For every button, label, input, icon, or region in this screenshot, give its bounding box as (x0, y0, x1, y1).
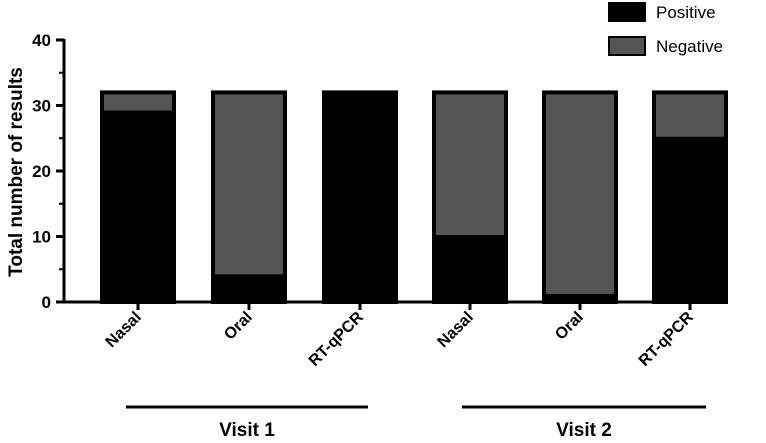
bar-positive-1 (100, 110, 176, 304)
x-tick-label: Nasal (435, 309, 477, 351)
group-label: Visit 2 (556, 420, 612, 441)
y-axis-title: Total number of results (6, 67, 27, 277)
y-axis: 0 10 20 30 40 (32, 31, 66, 312)
group-brackets: Visit 1 Visit 2 (126, 405, 706, 441)
legend-label: Positive (656, 3, 716, 22)
y-tick-label: 10 (32, 228, 51, 247)
legend-swatch-positive (608, 2, 646, 22)
bar-negative-1 (100, 90, 176, 114)
x-tick-label: Oral (221, 309, 256, 344)
group-label: Visit 1 (219, 420, 275, 441)
bar-positive-3 (322, 90, 398, 304)
legend: Positive Negative (608, 2, 723, 56)
x-tick-label: RT-qPCR (636, 308, 697, 369)
bar-negative-4 (432, 90, 508, 239)
x-axis: Nasal Oral RT-qPCR Nasal Oral RT-qPCR (63, 300, 714, 370)
bar-negative-2 (211, 90, 287, 278)
x-tick-label: Nasal (103, 309, 145, 351)
bar-positive-4 (432, 235, 508, 304)
x-tick-label: RT-qPCR (306, 308, 367, 369)
y-tick-label: 0 (42, 293, 51, 312)
bar-positive-6 (652, 136, 728, 304)
x-tick-label: Oral (552, 309, 587, 344)
legend-swatch-negative (608, 36, 646, 56)
legend-label: Negative (656, 37, 723, 56)
y-tick-label: 40 (32, 31, 51, 50)
bar-positive-2 (211, 274, 287, 304)
bars (100, 90, 728, 305)
bar-negative-5 (542, 90, 618, 297)
bar-negative-6 (652, 90, 728, 140)
y-tick-label: 30 (32, 97, 51, 116)
y-tick-label: 20 (32, 162, 51, 181)
